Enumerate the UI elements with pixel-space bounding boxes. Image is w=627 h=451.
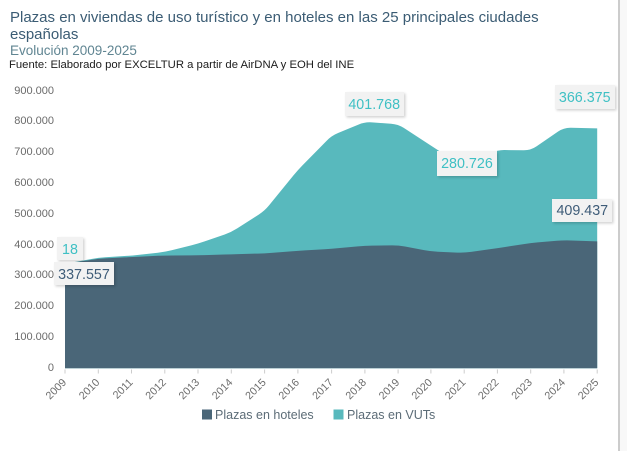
svg-text:2014: 2014	[210, 377, 235, 402]
svg-text:2017: 2017	[310, 377, 335, 402]
svg-text:2020: 2020	[410, 377, 435, 402]
svg-text:2011: 2011	[111, 377, 136, 402]
svg-text:2009: 2009	[44, 377, 69, 402]
svg-text:2025: 2025	[576, 377, 601, 402]
svg-text:2019: 2019	[377, 377, 402, 402]
svg-text:2022: 2022	[476, 377, 501, 402]
svg-text:2013: 2013	[177, 377, 202, 402]
svg-text:2024: 2024	[543, 377, 568, 402]
svg-text:2010: 2010	[77, 377, 102, 402]
svg-text:2015: 2015	[243, 377, 268, 402]
svg-text:2021: 2021	[443, 377, 468, 402]
svg-text:2023: 2023	[509, 377, 534, 402]
svg-text:2016: 2016	[277, 377, 302, 402]
svg-text:2012: 2012	[143, 377, 168, 402]
svg-text:2018: 2018	[344, 377, 369, 402]
